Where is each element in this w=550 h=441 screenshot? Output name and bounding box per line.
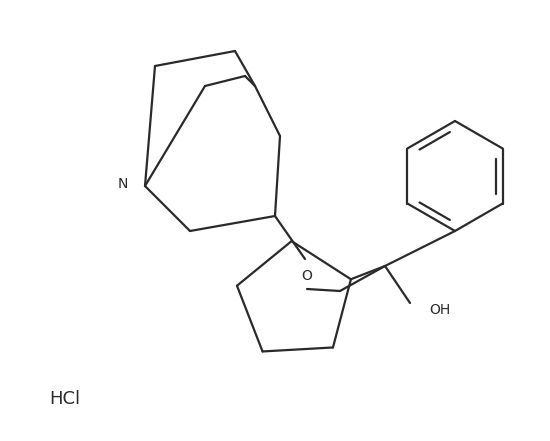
Text: N: N [118, 177, 128, 191]
Text: O: O [301, 269, 312, 283]
Text: OH: OH [430, 303, 450, 317]
Text: HCl: HCl [50, 390, 80, 408]
